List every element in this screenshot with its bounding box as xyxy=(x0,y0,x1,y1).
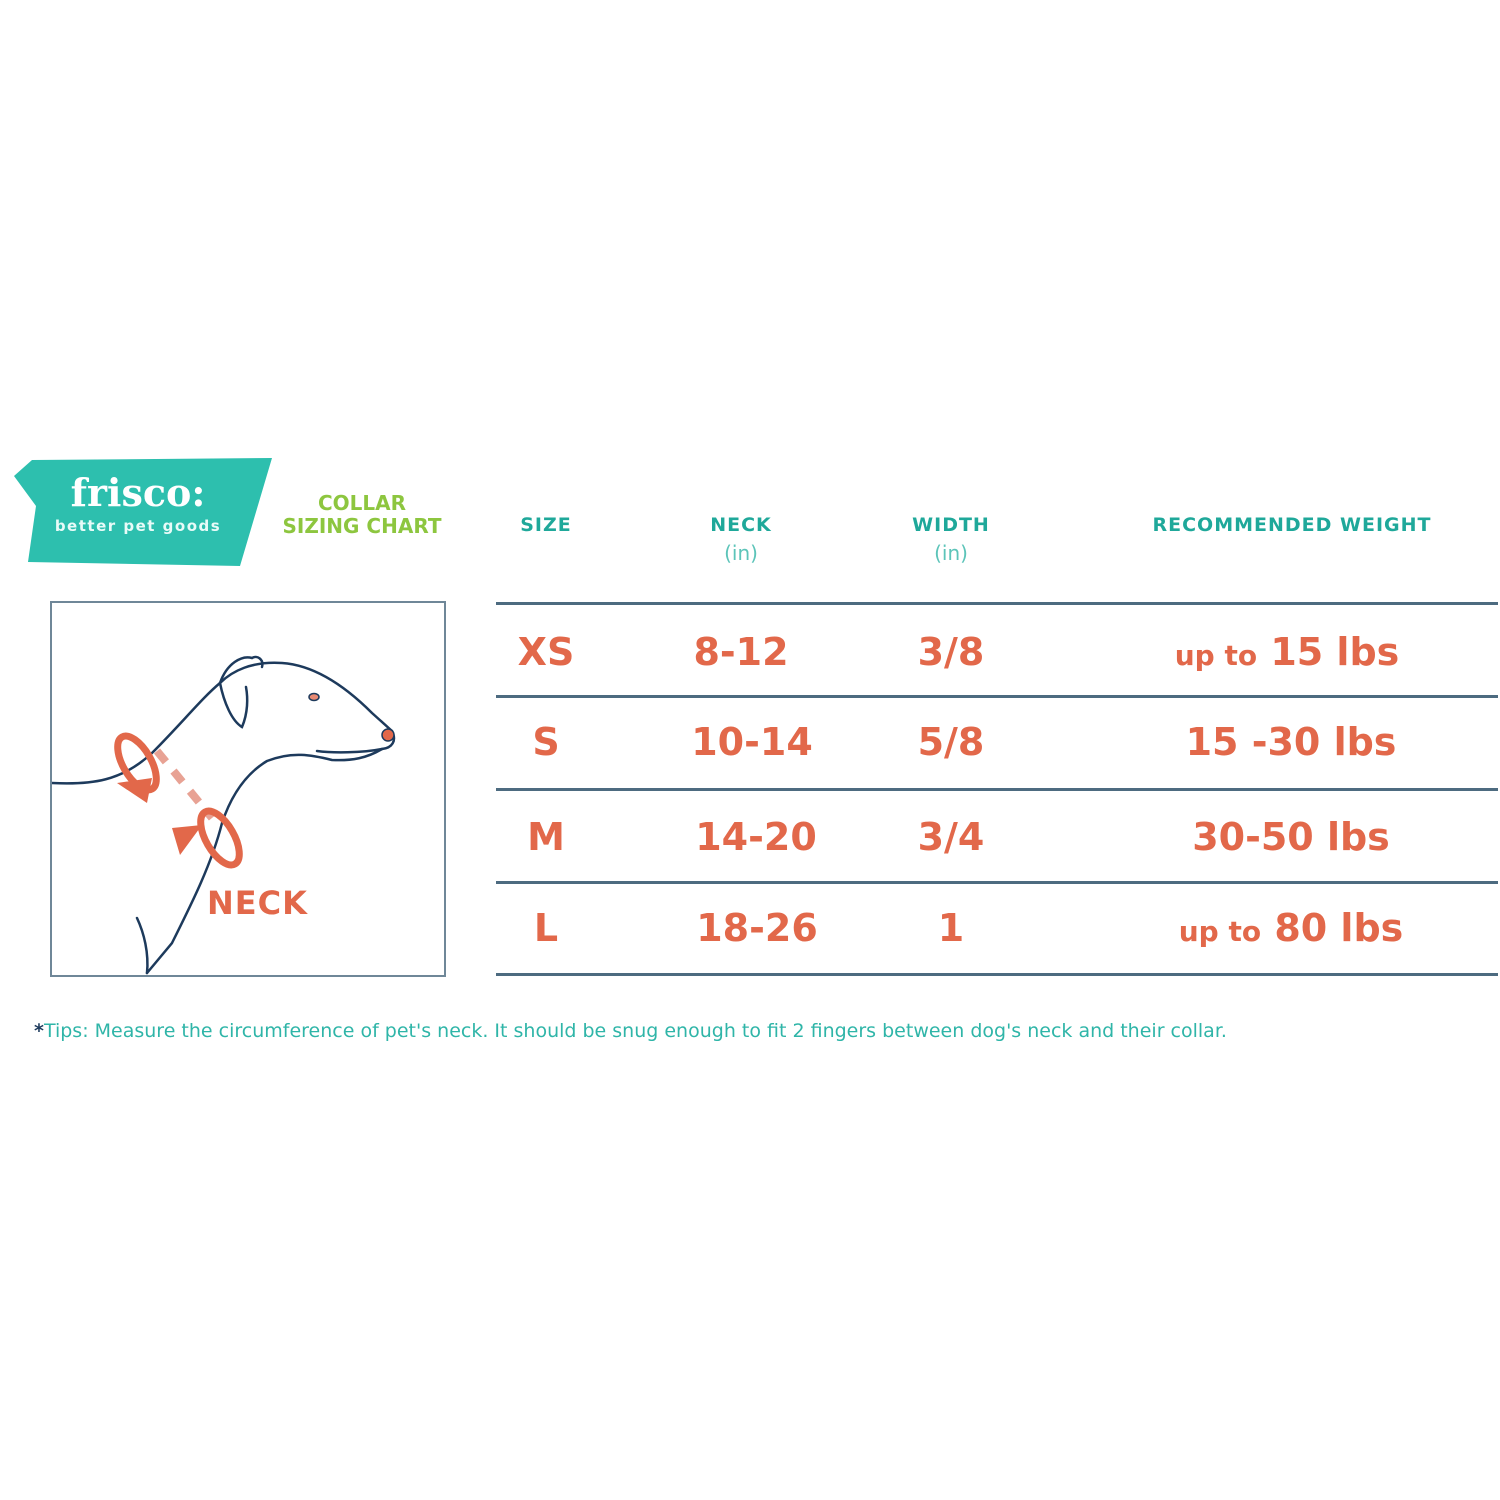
weight-prefix: up to xyxy=(1174,639,1258,672)
weight-prefix: up to xyxy=(1178,915,1262,948)
dog-neck-measure-illustration-icon xyxy=(50,655,396,975)
header-size: SIZE xyxy=(520,514,572,536)
frisco-logo-badge xyxy=(14,458,272,566)
width-cell: 3/4 xyxy=(917,815,985,859)
header-neck-unit: (in) xyxy=(724,541,758,565)
table-divider xyxy=(496,973,1498,976)
weight-value: 30-50 lbs xyxy=(1192,815,1390,859)
neck-cell: 14-20 xyxy=(695,815,817,859)
chart-title: COLLAR SIZING CHART xyxy=(272,492,452,538)
weight-cell: 30-50 lbs xyxy=(1192,815,1390,859)
width-cell: 5/8 xyxy=(917,720,985,764)
size-cell: L xyxy=(533,906,559,950)
size-cell: M xyxy=(527,815,565,859)
header-width-unit: (in) xyxy=(934,541,968,565)
dog-illustration-frame xyxy=(50,601,446,977)
neck-label: NECK xyxy=(207,884,308,922)
table-divider xyxy=(496,602,1498,605)
neck-cell: 10-14 xyxy=(691,720,813,764)
header-recommended-weight: RECOMMENDED WEIGHT xyxy=(1152,514,1432,536)
weight-value: 15 lbs xyxy=(1270,630,1400,674)
neck-cell: 18-26 xyxy=(696,906,818,950)
chart-title-line1: COLLAR xyxy=(317,491,407,515)
weight-cell: up to 15 lbs xyxy=(1175,630,1400,674)
weight-value: 80 lbs xyxy=(1274,906,1404,950)
tips-text: Tips: Measure the circumference of pet's… xyxy=(43,1020,1227,1042)
brand-name: frisco: xyxy=(70,470,206,515)
size-cell: S xyxy=(532,720,560,764)
size-cell: XS xyxy=(517,630,575,674)
weight-cell: 15 -30 lbs xyxy=(1186,720,1397,764)
width-cell: 1 xyxy=(937,906,965,950)
weight-cell: up to 80 lbs xyxy=(1179,906,1404,950)
neck-cell: 8-12 xyxy=(693,630,789,674)
weight-value: 15 -30 lbs xyxy=(1185,720,1397,764)
tips-note: *Tips: Measure the circumference of pet'… xyxy=(34,1020,1227,1042)
chart-title-line2: SIZING CHART xyxy=(282,514,442,538)
table-divider xyxy=(496,695,1498,698)
table-divider xyxy=(496,788,1498,791)
brand-tagline: better pet goods xyxy=(54,517,222,535)
table-divider xyxy=(496,881,1498,884)
width-cell: 3/8 xyxy=(917,630,985,674)
tips-marker: * xyxy=(34,1020,44,1042)
header-width: WIDTH xyxy=(912,514,990,536)
header-neck: NECK xyxy=(710,514,772,536)
